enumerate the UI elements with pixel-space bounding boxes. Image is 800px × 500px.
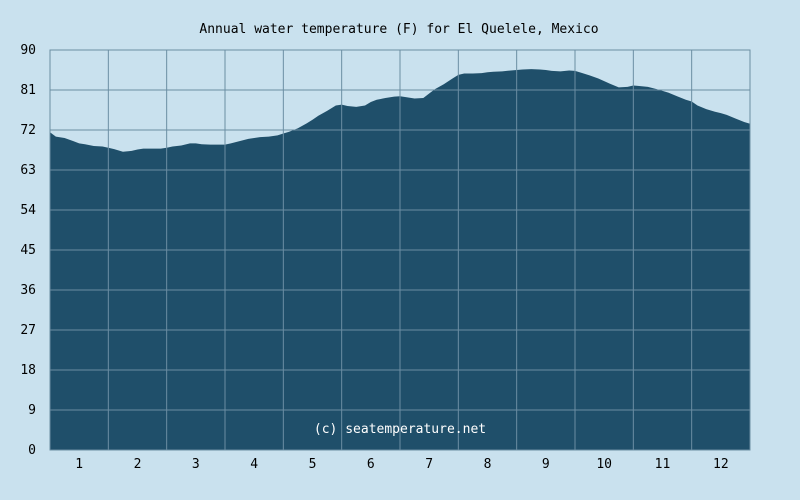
y-tick-label: 18 [20,363,36,378]
x-tick-label: 11 [655,457,671,472]
x-tick-label: 4 [250,457,258,472]
x-tick-label: 1 [75,457,83,472]
plot-border [49,49,751,451]
y-tick-label: 0 [28,443,36,458]
y-tick-label: 27 [20,323,36,338]
y-tick-label: 72 [20,123,36,138]
x-tick-label: 5 [309,457,317,472]
credit-watermark: (c) seatemperature.net [314,422,486,437]
y-tick-label: 45 [20,243,36,258]
x-tick-label: 3 [192,457,200,472]
y-tick-label: 63 [20,163,36,178]
x-tick-label: 7 [425,457,433,472]
y-tick-label: 81 [20,83,36,98]
y-tick-label: 54 [20,203,36,218]
x-tick-label: 6 [367,457,375,472]
chart-title: Annual water temperature (F) for El Quel… [199,22,598,37]
x-tick-label: 12 [713,457,729,472]
y-tick-label: 90 [20,43,36,58]
x-tick-label: 8 [484,457,492,472]
y-tick-label: 9 [28,403,36,418]
x-axis-ticks: 1 2 3 4 5 6 7 8 9 10 11 12 [75,457,728,472]
y-axis-ticks: 0 9 18 27 36 45 54 63 72 81 90 [20,43,36,458]
y-tick-label: 36 [20,283,36,298]
x-tick-label: 2 [134,457,142,472]
plot-area [49,49,751,451]
x-tick-label: 9 [542,457,550,472]
x-tick-label: 10 [596,457,612,472]
